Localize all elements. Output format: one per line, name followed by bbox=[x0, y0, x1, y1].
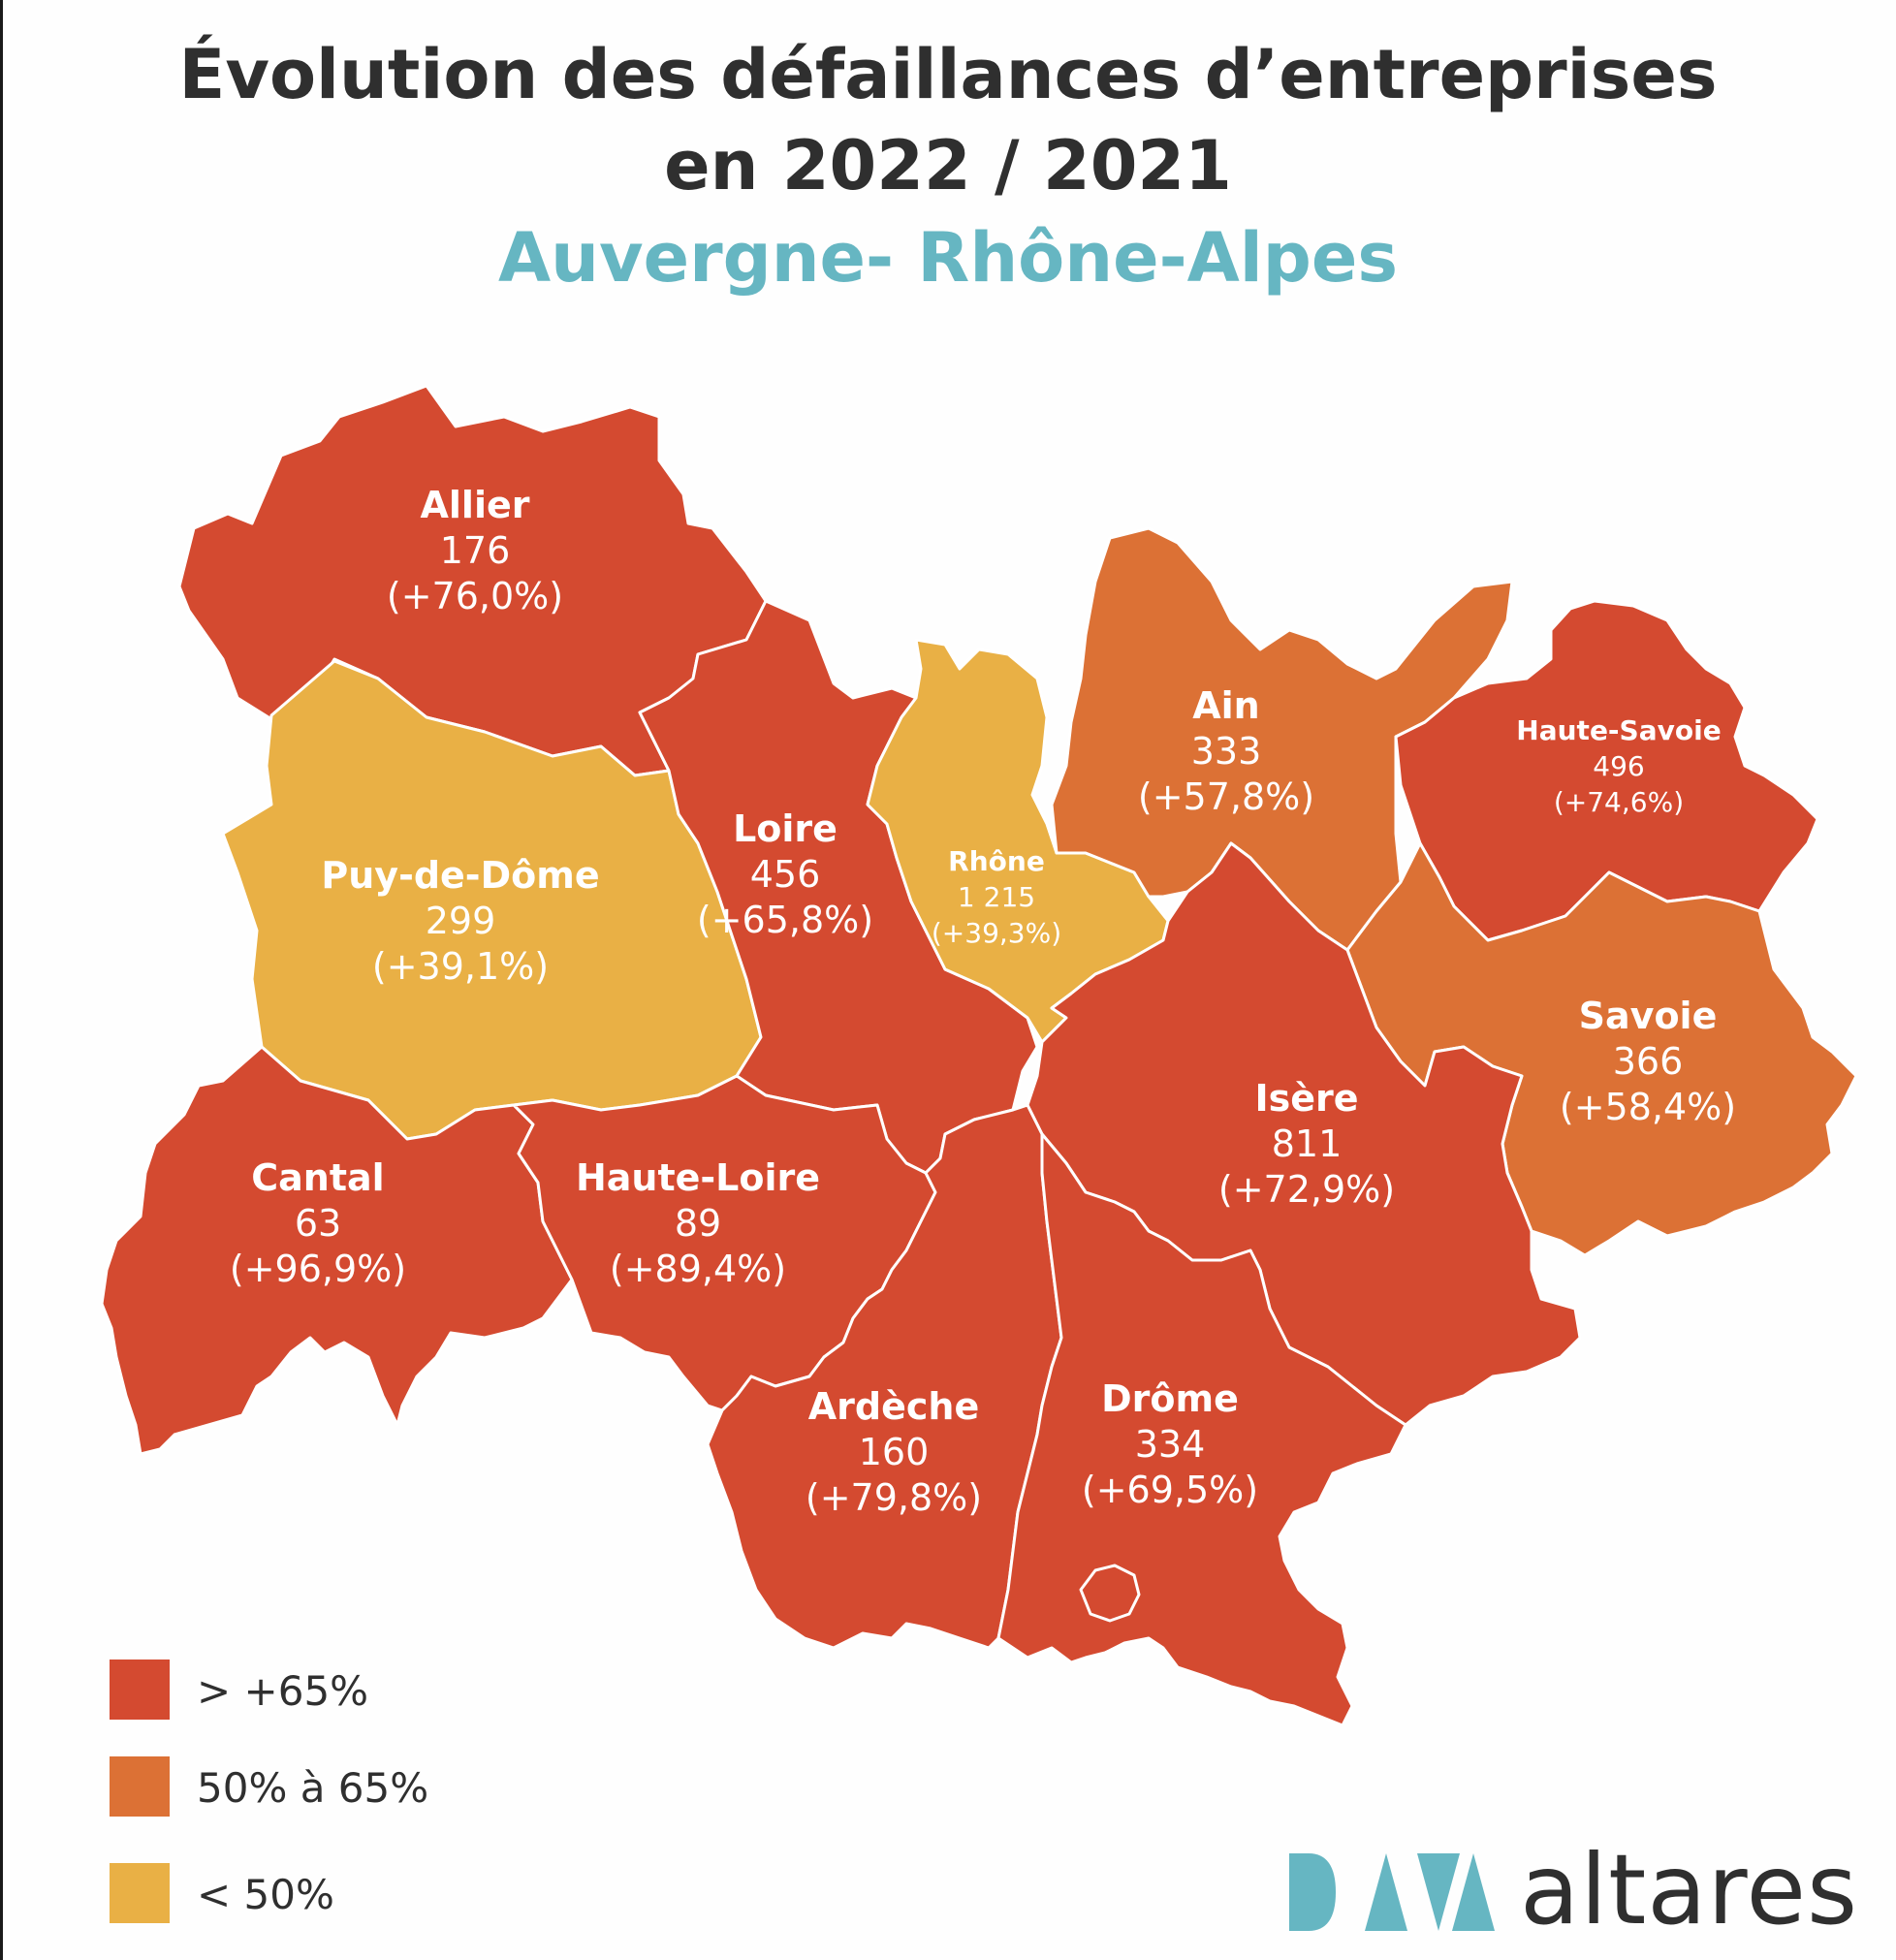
subtitle: Auvergne- Rhône-Alpes bbox=[497, 218, 1399, 298]
change-percent: (+65,8%) bbox=[696, 899, 874, 941]
change-percent: (+57,8%) bbox=[1137, 775, 1315, 818]
label-rhone: Rhône 1 215 (+39,3%) bbox=[932, 843, 1061, 951]
failure-count: 89 bbox=[674, 1202, 722, 1245]
region-name: Savoie bbox=[1578, 995, 1718, 1037]
change-percent: (+39,1%) bbox=[371, 945, 550, 988]
change-percent: (+39,3%) bbox=[931, 917, 1062, 949]
label-ain: Ain 333 (+57,8%) bbox=[1138, 683, 1314, 820]
region-name: Allier bbox=[420, 484, 530, 526]
region-name: Cantal bbox=[251, 1156, 385, 1199]
failure-count: 334 bbox=[1134, 1423, 1206, 1466]
region-drome[interactable] bbox=[996, 1132, 1407, 1727]
title-line-2: en 2022 / 2021 bbox=[664, 126, 1232, 205]
change-percent: (+74,6%) bbox=[1553, 786, 1685, 818]
change-percent: (+72,9%) bbox=[1217, 1168, 1396, 1211]
region-name: Puy-de-Dôme bbox=[321, 854, 600, 897]
failure-count: 496 bbox=[1593, 750, 1645, 782]
region-name: Ain bbox=[1192, 684, 1260, 727]
legend-swatch bbox=[110, 1756, 170, 1817]
legend-swatch bbox=[110, 1660, 170, 1720]
label-haute-savoie: Haute-Savoie 496 (+74,6%) bbox=[1516, 712, 1721, 820]
change-percent: (+76,0%) bbox=[386, 575, 564, 617]
region-name: Haute-Loire bbox=[575, 1156, 821, 1199]
logo-glyph-a bbox=[1365, 1853, 1407, 1931]
logo-wordmark: altares bbox=[1520, 1833, 1859, 1946]
region-name: Isère bbox=[1254, 1077, 1359, 1120]
label-drome: Drôme 334 (+69,5%) bbox=[1082, 1376, 1258, 1513]
label-haute-loire: Haute-Loire 89 (+89,4%) bbox=[576, 1155, 820, 1292]
label-puy-de-dome: Puy-de-Dôme 299 (+39,1%) bbox=[321, 853, 599, 990]
label-loire: Loire 456 (+65,8%) bbox=[697, 806, 873, 943]
change-percent: (+79,8%) bbox=[805, 1476, 983, 1519]
label-ardeche: Ardèche 160 (+79,8%) bbox=[806, 1384, 982, 1521]
legend-label: > +65% bbox=[197, 1667, 369, 1715]
failure-count: 160 bbox=[858, 1431, 930, 1473]
left-border bbox=[0, 0, 3, 1960]
failure-count: 1 215 bbox=[957, 881, 1036, 913]
failure-count: 176 bbox=[439, 529, 511, 572]
region-name: Loire bbox=[733, 807, 837, 850]
legend-label: < 50% bbox=[197, 1871, 334, 1918]
change-percent: (+89,4%) bbox=[609, 1248, 787, 1290]
logo-glyph-a2 bbox=[1452, 1853, 1495, 1931]
region-name: Rhône bbox=[948, 845, 1045, 877]
region-name: Haute-Savoie bbox=[1516, 714, 1722, 746]
change-percent: (+96,9%) bbox=[229, 1248, 407, 1290]
title-line-1: Évolution des défaillances d’entreprises bbox=[178, 35, 1718, 114]
label-isere: Isère 811 (+72,9%) bbox=[1218, 1076, 1395, 1213]
label-savoie: Savoie 366 (+58,4%) bbox=[1560, 994, 1736, 1130]
region-name: Drôme bbox=[1101, 1377, 1239, 1420]
region-name: Ardèche bbox=[807, 1385, 980, 1428]
logo-glyph-t bbox=[1417, 1853, 1460, 1931]
data-logo-mark-icon bbox=[1289, 1853, 1495, 1931]
change-percent: (+58,4%) bbox=[1559, 1086, 1737, 1128]
failure-count: 299 bbox=[425, 900, 496, 942]
altares-logo: altares bbox=[1289, 1842, 1861, 1948]
failure-count: 366 bbox=[1612, 1040, 1684, 1083]
failure-count: 63 bbox=[294, 1202, 342, 1245]
header: Évolution des défaillances d’entreprises… bbox=[0, 29, 1896, 304]
failure-count: 333 bbox=[1190, 730, 1262, 773]
label-allier: Allier 176 (+76,0%) bbox=[387, 483, 563, 619]
failure-count: 811 bbox=[1271, 1122, 1343, 1165]
legend-label: 50% à 65% bbox=[197, 1764, 429, 1812]
logo-glyph-d bbox=[1289, 1853, 1336, 1931]
label-cantal: Cantal 63 (+96,9%) bbox=[230, 1155, 406, 1292]
change-percent: (+69,5%) bbox=[1081, 1469, 1259, 1511]
failure-count: 456 bbox=[749, 853, 821, 896]
legend-swatch bbox=[110, 1863, 170, 1923]
